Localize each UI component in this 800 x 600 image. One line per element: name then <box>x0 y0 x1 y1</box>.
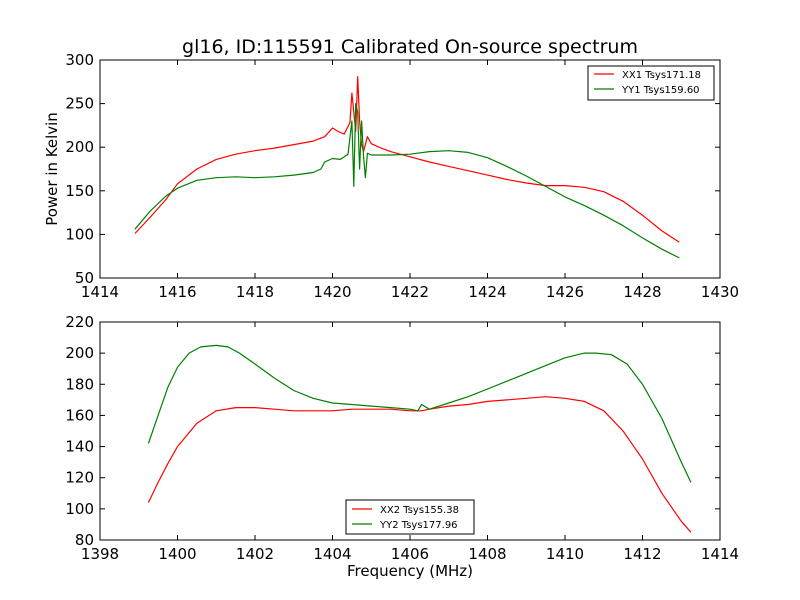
top-panel-y-axis-label: Power in Kelvin <box>43 112 61 226</box>
top-panel-y-tick-label: 50 <box>75 269 94 287</box>
bottom-panel-x-tick-label: 1398 <box>81 545 119 563</box>
top-panel-x-tick-label: 1422 <box>391 283 429 301</box>
top-panel-x-tick-label: 1426 <box>546 283 584 301</box>
top-panel-legend-label-xx1: XX1 Tsys171.18 <box>622 70 701 81</box>
bottom-panel-series-line-yy <box>147 344 692 483</box>
bottom-panel-y-tick-label: 180 <box>65 375 94 393</box>
top-panel-x-tick-label: 1416 <box>158 283 196 301</box>
top-panel-x-tick-label: 1430 <box>701 283 739 301</box>
bottom-panel-legend-label-yy2: YY2 Tsys177.96 <box>379 520 458 531</box>
top-panel-y-tick-label: 200 <box>65 138 94 156</box>
bottom-panel-x-tick-label: 1410 <box>546 545 584 563</box>
chart-title: gl16, ID:115591 Calibrated On-source spe… <box>182 36 638 58</box>
bottom-panel-x-tick-label: 1406 <box>391 545 429 563</box>
bottom-panel-x-tick-label: 1412 <box>623 545 661 563</box>
top-panel-y-tick-label: 100 <box>65 225 94 243</box>
bottom-panel-y-tick-label: 100 <box>65 500 94 518</box>
top-panel-series <box>134 75 680 259</box>
bottom-panel-x-tick-label: 1408 <box>468 545 506 563</box>
top-panel-x-tick-label: 1424 <box>468 283 506 301</box>
top-panel: 1414 1416 1418 1420 1422 1424 1426 1428 1430 50 10… <box>43 51 739 301</box>
top-panel-series-line-yy <box>134 102 680 259</box>
top-panel-legend-label-yy1: YY1 Tsys159.60 <box>621 85 700 96</box>
top-panel-x-tick-label: 1420 <box>313 283 351 301</box>
bottom-panel-x-tick-label: 1404 <box>313 545 351 563</box>
top-panel-y-tick-label: 250 <box>65 95 94 113</box>
bottom-panel-x-tick-label: 1400 <box>158 545 196 563</box>
bottom-panel-y-tick-label: 220 <box>65 313 94 331</box>
top-panel-y-tick-label: 300 <box>65 51 94 69</box>
bottom-panel-y-tick-label: 160 <box>65 406 94 424</box>
bottom-panel-series <box>147 344 692 533</box>
bottom-panel-y-tick-label: 80 <box>75 531 94 549</box>
top-panel-x-tick-label: 1418 <box>236 283 274 301</box>
top-panel-legend-box <box>587 65 715 101</box>
top-panel-legend: XX1 Tsys171.18 YY1 Tsys159.60 <box>587 65 715 101</box>
top-panel-y-tick-label: 150 <box>65 182 94 200</box>
bottom-panel-legend-box <box>345 499 475 535</box>
bottom-panel-x-tick-label: 1402 <box>236 545 274 563</box>
bottom-panel: 1398 1400 1402 1404 1406 1408 1410 1412 1414 80 10… <box>65 313 739 580</box>
top-panel-x-tick-label: 1414 <box>81 283 119 301</box>
bottom-panel-y-tick-label: 200 <box>65 344 94 362</box>
x-axis-label: Frequency (MHz) <box>347 562 473 580</box>
bottom-panel-legend: XX2 Tsys155.38 YY2 Tsys177.96 <box>345 499 475 535</box>
bottom-panel-y-tick-label: 120 <box>65 469 94 487</box>
bottom-panel-ticks: 1398 1400 1402 1404 1406 1408 1410 1412 1414 80 10… <box>65 313 739 563</box>
bottom-panel-legend-label-xx2: XX2 Tsys155.38 <box>380 505 459 516</box>
bottom-panel-x-tick-label: 1414 <box>701 545 739 563</box>
top-panel-x-tick-label: 1428 <box>623 283 661 301</box>
bottom-panel-y-tick-label: 140 <box>65 438 94 456</box>
top-panel-ticks: 1414 1416 1418 1420 1422 1424 1426 1428 1430 50 10… <box>65 51 739 301</box>
